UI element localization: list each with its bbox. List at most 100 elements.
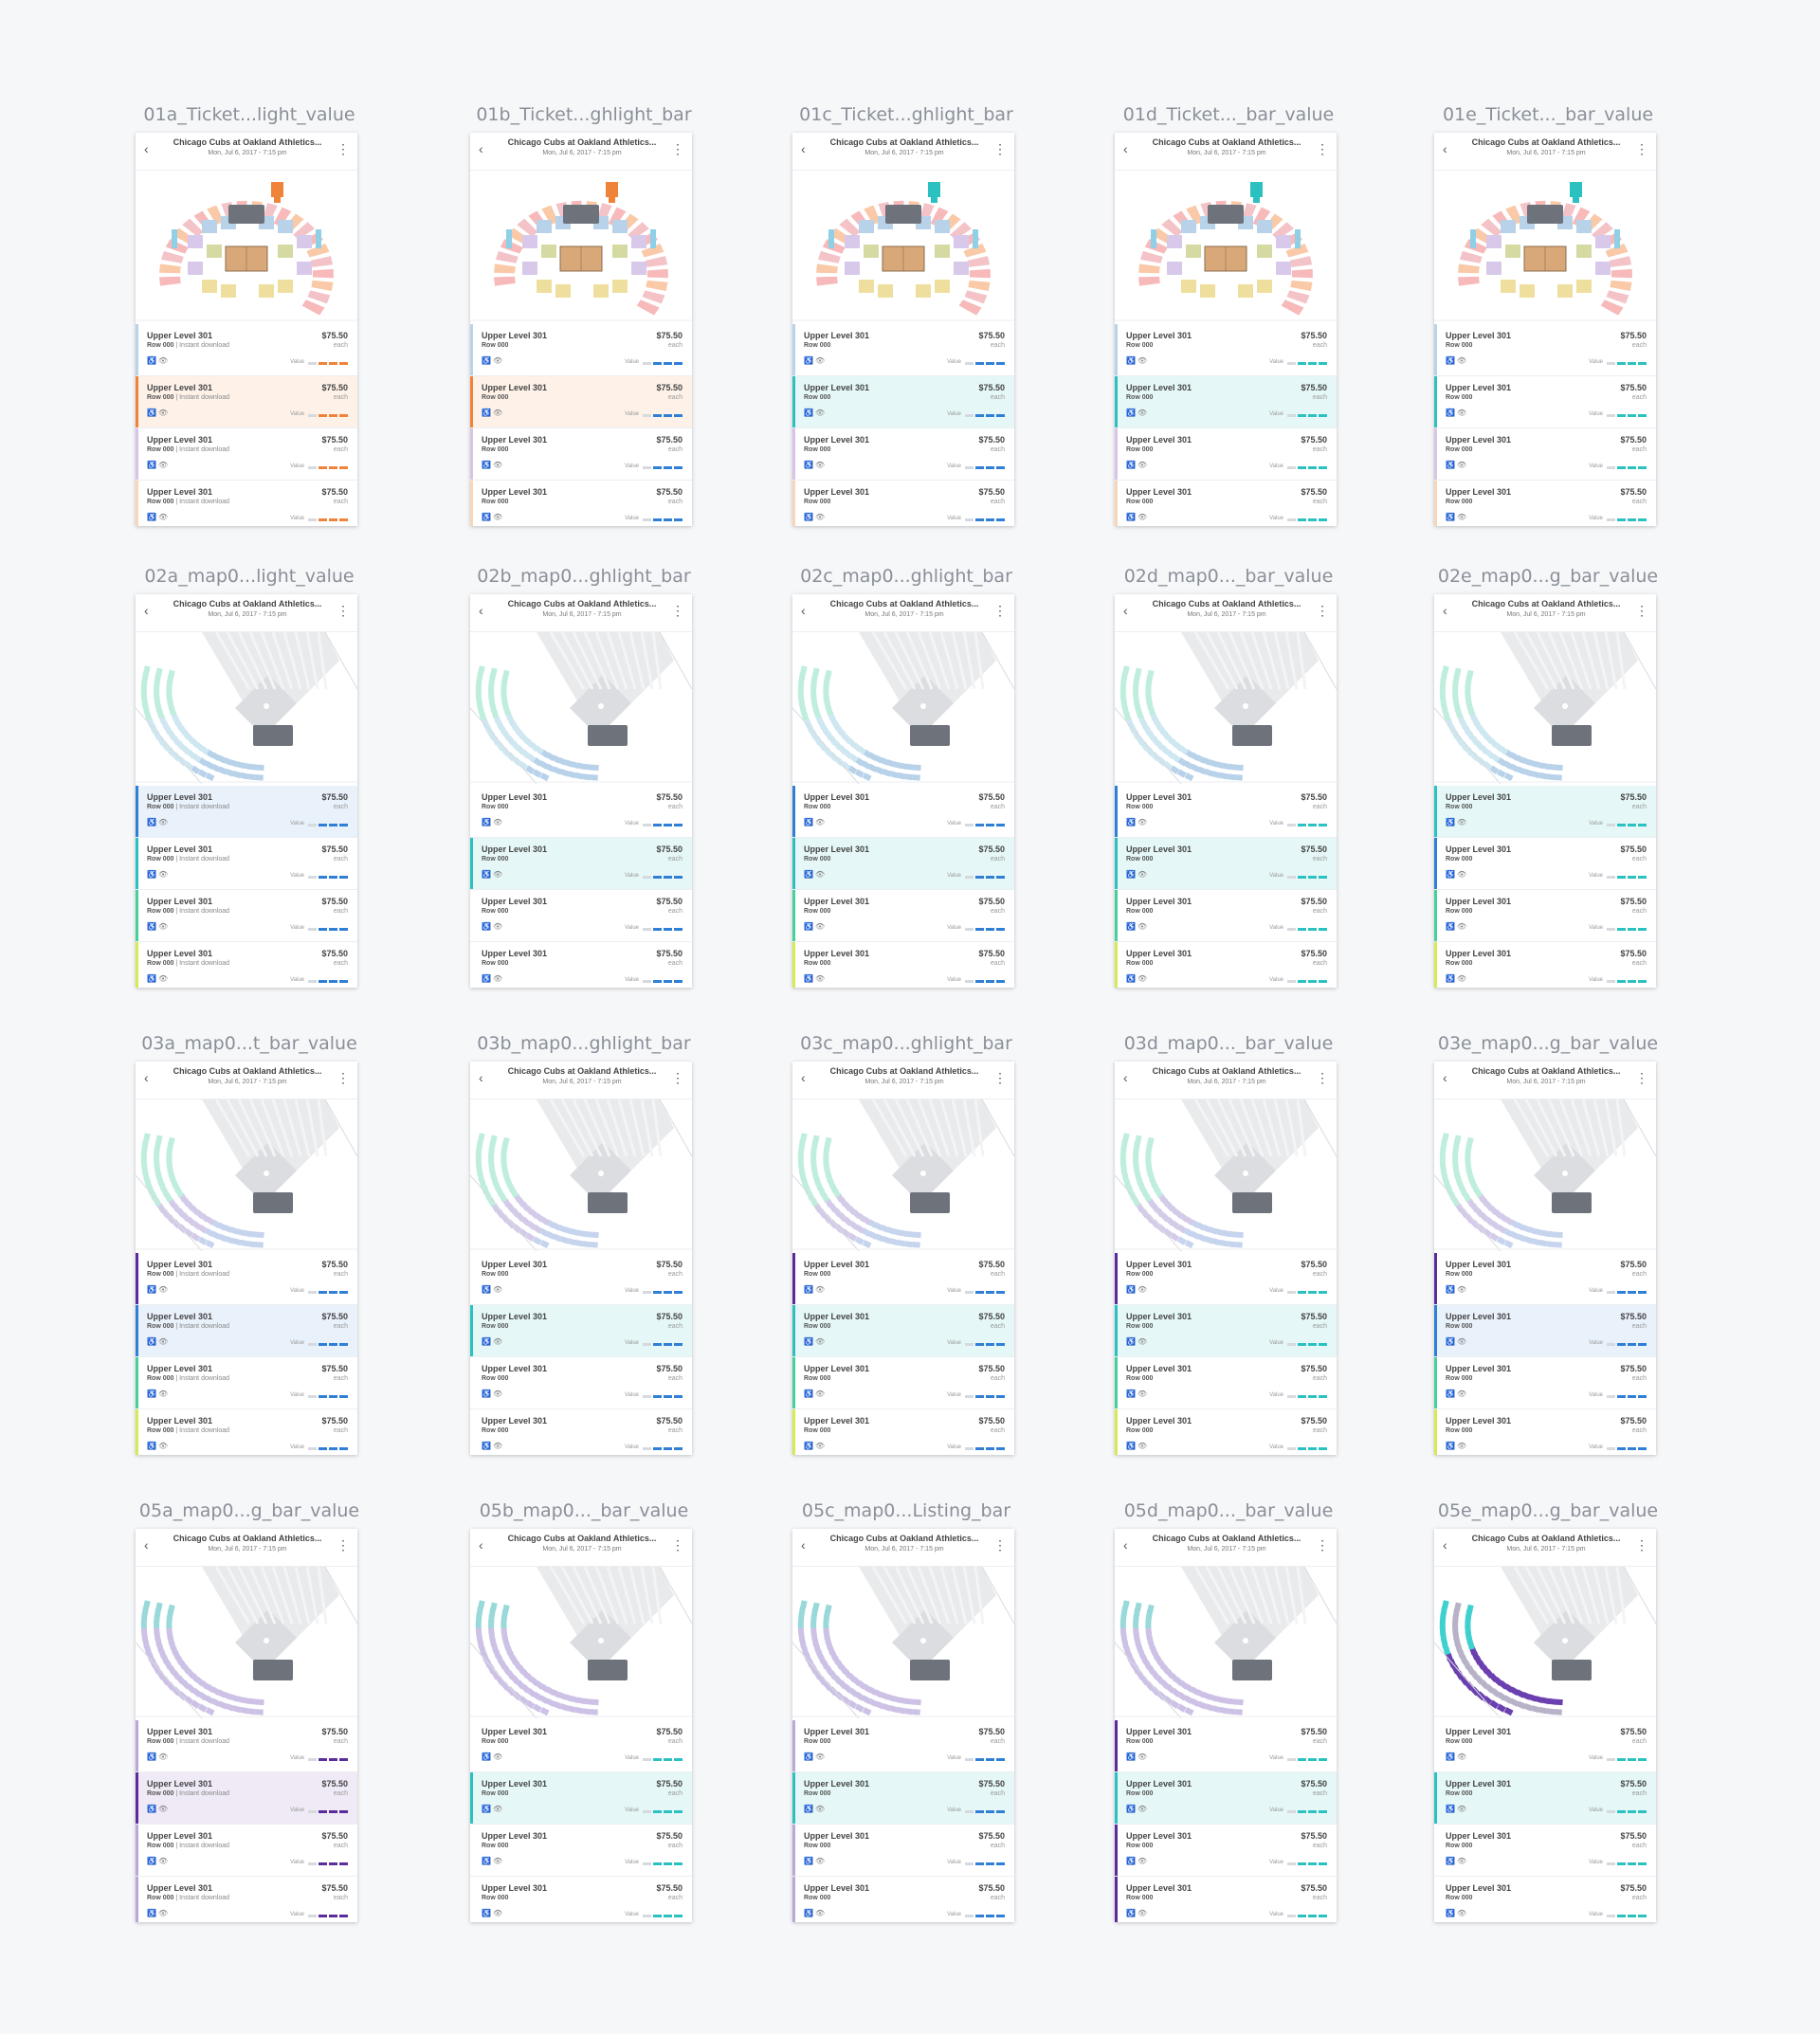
- listing-item[interactable]: Upper Level 301 Row 000 | Instant downloa…: [136, 1720, 357, 1772]
- seat-map[interactable]: [1434, 632, 1656, 784]
- more-vert-icon[interactable]: ⋮: [337, 1537, 350, 1553]
- listing-item[interactable]: Upper Level 301 Row 000 $75.50 each ♿👁 Value: [792, 838, 1014, 890]
- chevron-left-icon[interactable]: ‹: [1123, 141, 1128, 156]
- chevron-left-icon[interactable]: ‹: [144, 1537, 149, 1553]
- chevron-left-icon[interactable]: ‹: [1443, 141, 1447, 156]
- listing-item[interactable]: Upper Level 301 Row 000 $75.50 each ♿👁 Value: [1115, 1772, 1337, 1825]
- chevron-left-icon[interactable]: ‹: [1443, 1070, 1447, 1085]
- listing-item[interactable]: Upper Level 301 Row 000 $75.50 each ♿👁 Value: [792, 1253, 1014, 1305]
- more-vert-icon[interactable]: ⋮: [993, 1537, 1007, 1553]
- chevron-left-icon[interactable]: ‹: [479, 141, 483, 156]
- listing-item[interactable]: Upper Level 301 Row 000 $75.50 each ♿👁 Value: [792, 1825, 1014, 1877]
- seat-map[interactable]: [792, 632, 1014, 784]
- listing-item[interactable]: Upper Level 301 Row 000 $75.50 each ♿👁 Value: [1434, 1877, 1656, 1922]
- chevron-left-icon[interactable]: ‹: [801, 1070, 806, 1085]
- listing-item[interactable]: Upper Level 301 Row 000 $75.50 each ♿👁 Value: [1434, 1253, 1656, 1305]
- listing-item[interactable]: Upper Level 301 Row 000 $75.50 each ♿👁 Value: [792, 890, 1014, 942]
- more-vert-icon[interactable]: ⋮: [671, 1537, 684, 1553]
- listing-item[interactable]: Upper Level 301 Row 000 $75.50 each ♿👁 Value: [1115, 1253, 1337, 1305]
- listing-item[interactable]: Upper Level 301 Row 000 $75.50 each ♿👁 Value: [1434, 942, 1656, 988]
- listing-item[interactable]: Upper Level 301 Row 000 $75.50 each ♿👁 Value: [1434, 1772, 1656, 1825]
- seat-map[interactable]: [1434, 171, 1656, 322]
- listing-item[interactable]: Upper Level 301 Row 000 | Instant downloa…: [136, 1357, 357, 1409]
- seat-map[interactable]: [136, 1567, 357, 1718]
- chevron-left-icon[interactable]: ‹: [479, 1070, 483, 1085]
- listing-item[interactable]: Upper Level 301 Row 000 | Instant downloa…: [136, 1877, 357, 1922]
- more-vert-icon[interactable]: ⋮: [671, 1070, 684, 1085]
- listing-item[interactable]: Upper Level 301 Row 000 $75.50 each ♿👁 Value: [792, 428, 1014, 481]
- listing-item[interactable]: Upper Level 301 Row 000 $75.50 each ♿👁 Value: [1115, 324, 1337, 376]
- more-vert-icon[interactable]: ⋮: [337, 603, 350, 618]
- listing-item[interactable]: Upper Level 301 Row 000 $75.50 each ♿👁 Value: [470, 1825, 692, 1877]
- listing-item[interactable]: Upper Level 301 Row 000 | Instant downloa…: [136, 481, 357, 526]
- listing-item[interactable]: Upper Level 301 Row 000 | Instant downloa…: [136, 786, 357, 838]
- seat-map[interactable]: [1115, 1099, 1337, 1251]
- seat-map[interactable]: [136, 632, 357, 784]
- listing-item[interactable]: Upper Level 301 Row 000 $75.50 each ♿👁 Value: [792, 1305, 1014, 1357]
- listing-item[interactable]: Upper Level 301 Row 000 $75.50 each ♿👁 Value: [1434, 838, 1656, 890]
- listing-item[interactable]: Upper Level 301 Row 000 $75.50 each ♿👁 Value: [470, 376, 692, 428]
- listing-item[interactable]: Upper Level 301 Row 000 $75.50 each ♿👁 Value: [792, 481, 1014, 526]
- listing-item[interactable]: Upper Level 301 Row 000 $75.50 each ♿👁 Value: [792, 1357, 1014, 1409]
- listing-item[interactable]: Upper Level 301 Row 000 $75.50 each ♿👁 Value: [470, 481, 692, 526]
- listing-item[interactable]: Upper Level 301 Row 000 $75.50 each ♿👁 Value: [470, 1409, 692, 1455]
- listing-item[interactable]: Upper Level 301 Row 000 $75.50 each ♿👁 Value: [1115, 1305, 1337, 1357]
- listing-item[interactable]: Upper Level 301 Row 000 $75.50 each ♿👁 Value: [470, 428, 692, 481]
- listing-item[interactable]: Upper Level 301 Row 000 $75.50 each ♿👁 Value: [1115, 890, 1337, 942]
- chevron-left-icon[interactable]: ‹: [1443, 603, 1447, 618]
- listing-item[interactable]: Upper Level 301 Row 000 $75.50 each ♿👁 Value: [1115, 376, 1337, 428]
- listing-item[interactable]: Upper Level 301 Row 000 $75.50 each ♿👁 Value: [470, 942, 692, 988]
- listing-item[interactable]: Upper Level 301 Row 000 $75.50 each ♿👁 Value: [470, 1772, 692, 1825]
- seat-map[interactable]: [792, 1567, 1014, 1718]
- listing-item[interactable]: Upper Level 301 Row 000 | Instant downloa…: [136, 838, 357, 890]
- more-vert-icon[interactable]: ⋮: [1635, 603, 1648, 618]
- chevron-left-icon[interactable]: ‹: [1123, 1070, 1128, 1085]
- listing-item[interactable]: Upper Level 301 Row 000 $75.50 each ♿👁 Value: [1434, 786, 1656, 838]
- listing-item[interactable]: Upper Level 301 Row 000 $75.50 each ♿👁 Value: [1434, 1357, 1656, 1409]
- more-vert-icon[interactable]: ⋮: [993, 1070, 1007, 1085]
- listing-item[interactable]: Upper Level 301 Row 000 $75.50 each ♿👁 Value: [470, 1305, 692, 1357]
- chevron-left-icon[interactable]: ‹: [144, 603, 149, 618]
- listing-item[interactable]: Upper Level 301 Row 000 $75.50 each ♿👁 Value: [1115, 786, 1337, 838]
- listing-item[interactable]: Upper Level 301 Row 000 $75.50 each ♿👁 Value: [1434, 1305, 1656, 1357]
- listing-item[interactable]: Upper Level 301 Row 000 $75.50 each ♿👁 Value: [1115, 1877, 1337, 1922]
- listing-item[interactable]: Upper Level 301 Row 000 $75.50 each ♿👁 Value: [792, 786, 1014, 838]
- listing-item[interactable]: Upper Level 301 Row 000 | Instant downloa…: [136, 1409, 357, 1455]
- listing-item[interactable]: Upper Level 301 Row 000 $75.50 each ♿👁 Value: [792, 942, 1014, 988]
- listing-item[interactable]: Upper Level 301 Row 000 $75.50 each ♿👁 Value: [1115, 1825, 1337, 1877]
- listing-item[interactable]: Upper Level 301 Row 000 $75.50 each ♿👁 Value: [1434, 1825, 1656, 1877]
- listing-item[interactable]: Upper Level 301 Row 000 $75.50 each ♿👁 Value: [1115, 838, 1337, 890]
- chevron-left-icon[interactable]: ‹: [801, 603, 806, 618]
- listing-item[interactable]: Upper Level 301 Row 000 | Instant downloa…: [136, 1772, 357, 1825]
- seat-map[interactable]: [470, 1099, 692, 1251]
- listing-item[interactable]: Upper Level 301 Row 000 $75.50 each ♿👁 Value: [792, 1720, 1014, 1772]
- chevron-left-icon[interactable]: ‹: [801, 1537, 806, 1553]
- listing-item[interactable]: Upper Level 301 Row 000 $75.50 each ♿👁 Value: [1115, 1357, 1337, 1409]
- listing-item[interactable]: Upper Level 301 Row 000 $75.50 each ♿👁 Value: [1115, 428, 1337, 481]
- chevron-left-icon[interactable]: ‹: [1123, 1537, 1128, 1553]
- seat-map[interactable]: [792, 171, 1014, 322]
- listing-item[interactable]: Upper Level 301 Row 000 | Instant downloa…: [136, 376, 357, 428]
- listing-item[interactable]: Upper Level 301 Row 000 $75.50 each ♿👁 Value: [792, 376, 1014, 428]
- listing-item[interactable]: Upper Level 301 Row 000 | Instant downloa…: [136, 1253, 357, 1305]
- listing-item[interactable]: Upper Level 301 Row 000 | Instant downloa…: [136, 428, 357, 481]
- chevron-left-icon[interactable]: ‹: [1123, 603, 1128, 618]
- listing-item[interactable]: Upper Level 301 Row 000 $75.50 each ♿👁 Value: [1434, 376, 1656, 428]
- seat-map[interactable]: [792, 1099, 1014, 1251]
- listing-item[interactable]: Upper Level 301 Row 000 | Instant downloa…: [136, 324, 357, 376]
- listing-item[interactable]: Upper Level 301 Row 000 $75.50 each ♿👁 Value: [470, 890, 692, 942]
- more-vert-icon[interactable]: ⋮: [1316, 1070, 1329, 1085]
- seat-map[interactable]: [470, 171, 692, 322]
- more-vert-icon[interactable]: ⋮: [993, 141, 1007, 156]
- listing-item[interactable]: Upper Level 301 Row 000 $75.50 each ♿👁 Value: [470, 324, 692, 376]
- seat-map[interactable]: [136, 1099, 357, 1251]
- more-vert-icon[interactable]: ⋮: [671, 141, 684, 156]
- listing-item[interactable]: Upper Level 301 Row 000 | Instant downloa…: [136, 1825, 357, 1877]
- listing-item[interactable]: Upper Level 301 Row 000 $75.50 each ♿👁 Value: [792, 1877, 1014, 1922]
- chevron-left-icon[interactable]: ‹: [144, 1070, 149, 1085]
- more-vert-icon[interactable]: ⋮: [337, 141, 350, 156]
- listing-item[interactable]: Upper Level 301 Row 000 $75.50 each ♿👁 Value: [470, 1253, 692, 1305]
- listing-item[interactable]: Upper Level 301 Row 000 $75.50 each ♿👁 Value: [1434, 890, 1656, 942]
- listing-item[interactable]: Upper Level 301 Row 000 $75.50 each ♿👁 Value: [1115, 942, 1337, 988]
- seat-map[interactable]: [1115, 1567, 1337, 1718]
